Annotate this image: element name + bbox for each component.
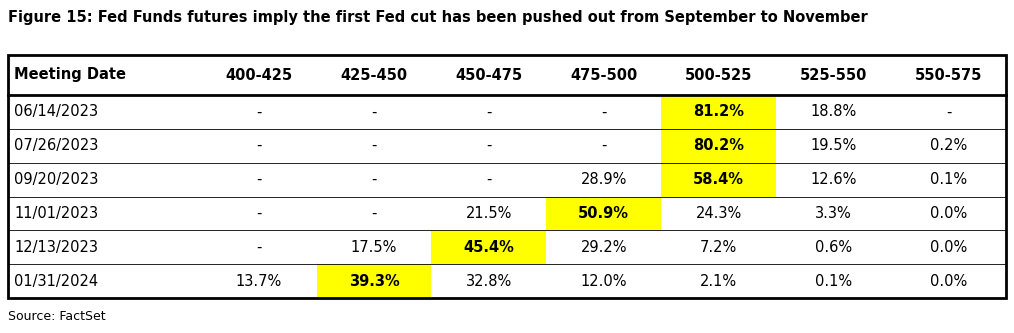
Text: 0.2%: 0.2%: [930, 138, 967, 153]
Text: 0.6%: 0.6%: [815, 240, 852, 255]
Text: 80.2%: 80.2%: [694, 138, 744, 153]
Text: 39.3%: 39.3%: [349, 274, 400, 289]
Text: 58.4%: 58.4%: [694, 172, 744, 187]
Text: 550-575: 550-575: [915, 68, 983, 83]
Text: 06/14/2023: 06/14/2023: [14, 105, 98, 120]
Text: 32.8%: 32.8%: [465, 274, 512, 289]
Text: 24.3%: 24.3%: [696, 206, 742, 221]
Text: 500-525: 500-525: [685, 68, 752, 83]
Text: -: -: [257, 105, 262, 120]
Bar: [661, 95, 776, 129]
Text: 11/01/2023: 11/01/2023: [14, 206, 98, 221]
Text: 0.0%: 0.0%: [930, 274, 967, 289]
Text: -: -: [486, 172, 492, 187]
Text: 400-425: 400-425: [225, 68, 293, 83]
Text: 0.1%: 0.1%: [930, 172, 967, 187]
Text: 12/13/2023: 12/13/2023: [14, 240, 98, 255]
Text: 525-550: 525-550: [800, 68, 867, 83]
Text: 01/31/2024: 01/31/2024: [14, 274, 98, 289]
Text: -: -: [371, 138, 376, 153]
Text: -: -: [257, 206, 262, 221]
Text: -: -: [486, 138, 492, 153]
Text: 0.0%: 0.0%: [930, 206, 967, 221]
Text: 3.3%: 3.3%: [815, 206, 852, 221]
Text: Figure 15: Fed Funds futures imply the first Fed cut has been pushed out from Se: Figure 15: Fed Funds futures imply the f…: [8, 10, 868, 25]
Text: 475-500: 475-500: [570, 68, 638, 83]
Text: -: -: [371, 105, 376, 120]
Text: -: -: [257, 138, 262, 153]
Text: Meeting Date: Meeting Date: [14, 68, 126, 83]
Text: 81.2%: 81.2%: [694, 105, 744, 120]
Text: -: -: [371, 172, 376, 187]
Text: -: -: [601, 138, 606, 153]
Bar: [547, 196, 661, 230]
Text: 09/20/2023: 09/20/2023: [14, 172, 98, 187]
Bar: [661, 129, 776, 163]
Text: 2.1%: 2.1%: [700, 274, 737, 289]
Text: 13.7%: 13.7%: [236, 274, 282, 289]
Text: 0.0%: 0.0%: [930, 240, 967, 255]
Text: 19.5%: 19.5%: [810, 138, 857, 153]
Bar: [431, 230, 547, 264]
Text: 7.2%: 7.2%: [700, 240, 737, 255]
Bar: [316, 264, 431, 298]
Text: 12.6%: 12.6%: [810, 172, 857, 187]
Text: 18.8%: 18.8%: [810, 105, 857, 120]
Text: 12.0%: 12.0%: [581, 274, 627, 289]
Text: -: -: [371, 206, 376, 221]
Text: -: -: [601, 105, 606, 120]
Text: Source: FactSet: Source: FactSet: [8, 310, 105, 323]
Text: 17.5%: 17.5%: [351, 240, 397, 255]
Text: 07/26/2023: 07/26/2023: [14, 138, 98, 153]
Text: -: -: [946, 105, 951, 120]
Bar: [661, 163, 776, 196]
Text: -: -: [486, 105, 492, 120]
Text: 50.9%: 50.9%: [578, 206, 630, 221]
Text: -: -: [257, 240, 262, 255]
Text: 21.5%: 21.5%: [465, 206, 512, 221]
Text: 29.2%: 29.2%: [581, 240, 627, 255]
Text: 0.1%: 0.1%: [815, 274, 852, 289]
Text: 28.9%: 28.9%: [581, 172, 627, 187]
Text: 425-450: 425-450: [341, 68, 408, 83]
Bar: [8, 55, 1006, 298]
Text: 450-475: 450-475: [455, 68, 522, 83]
Text: 45.4%: 45.4%: [463, 240, 514, 255]
Text: -: -: [257, 172, 262, 187]
